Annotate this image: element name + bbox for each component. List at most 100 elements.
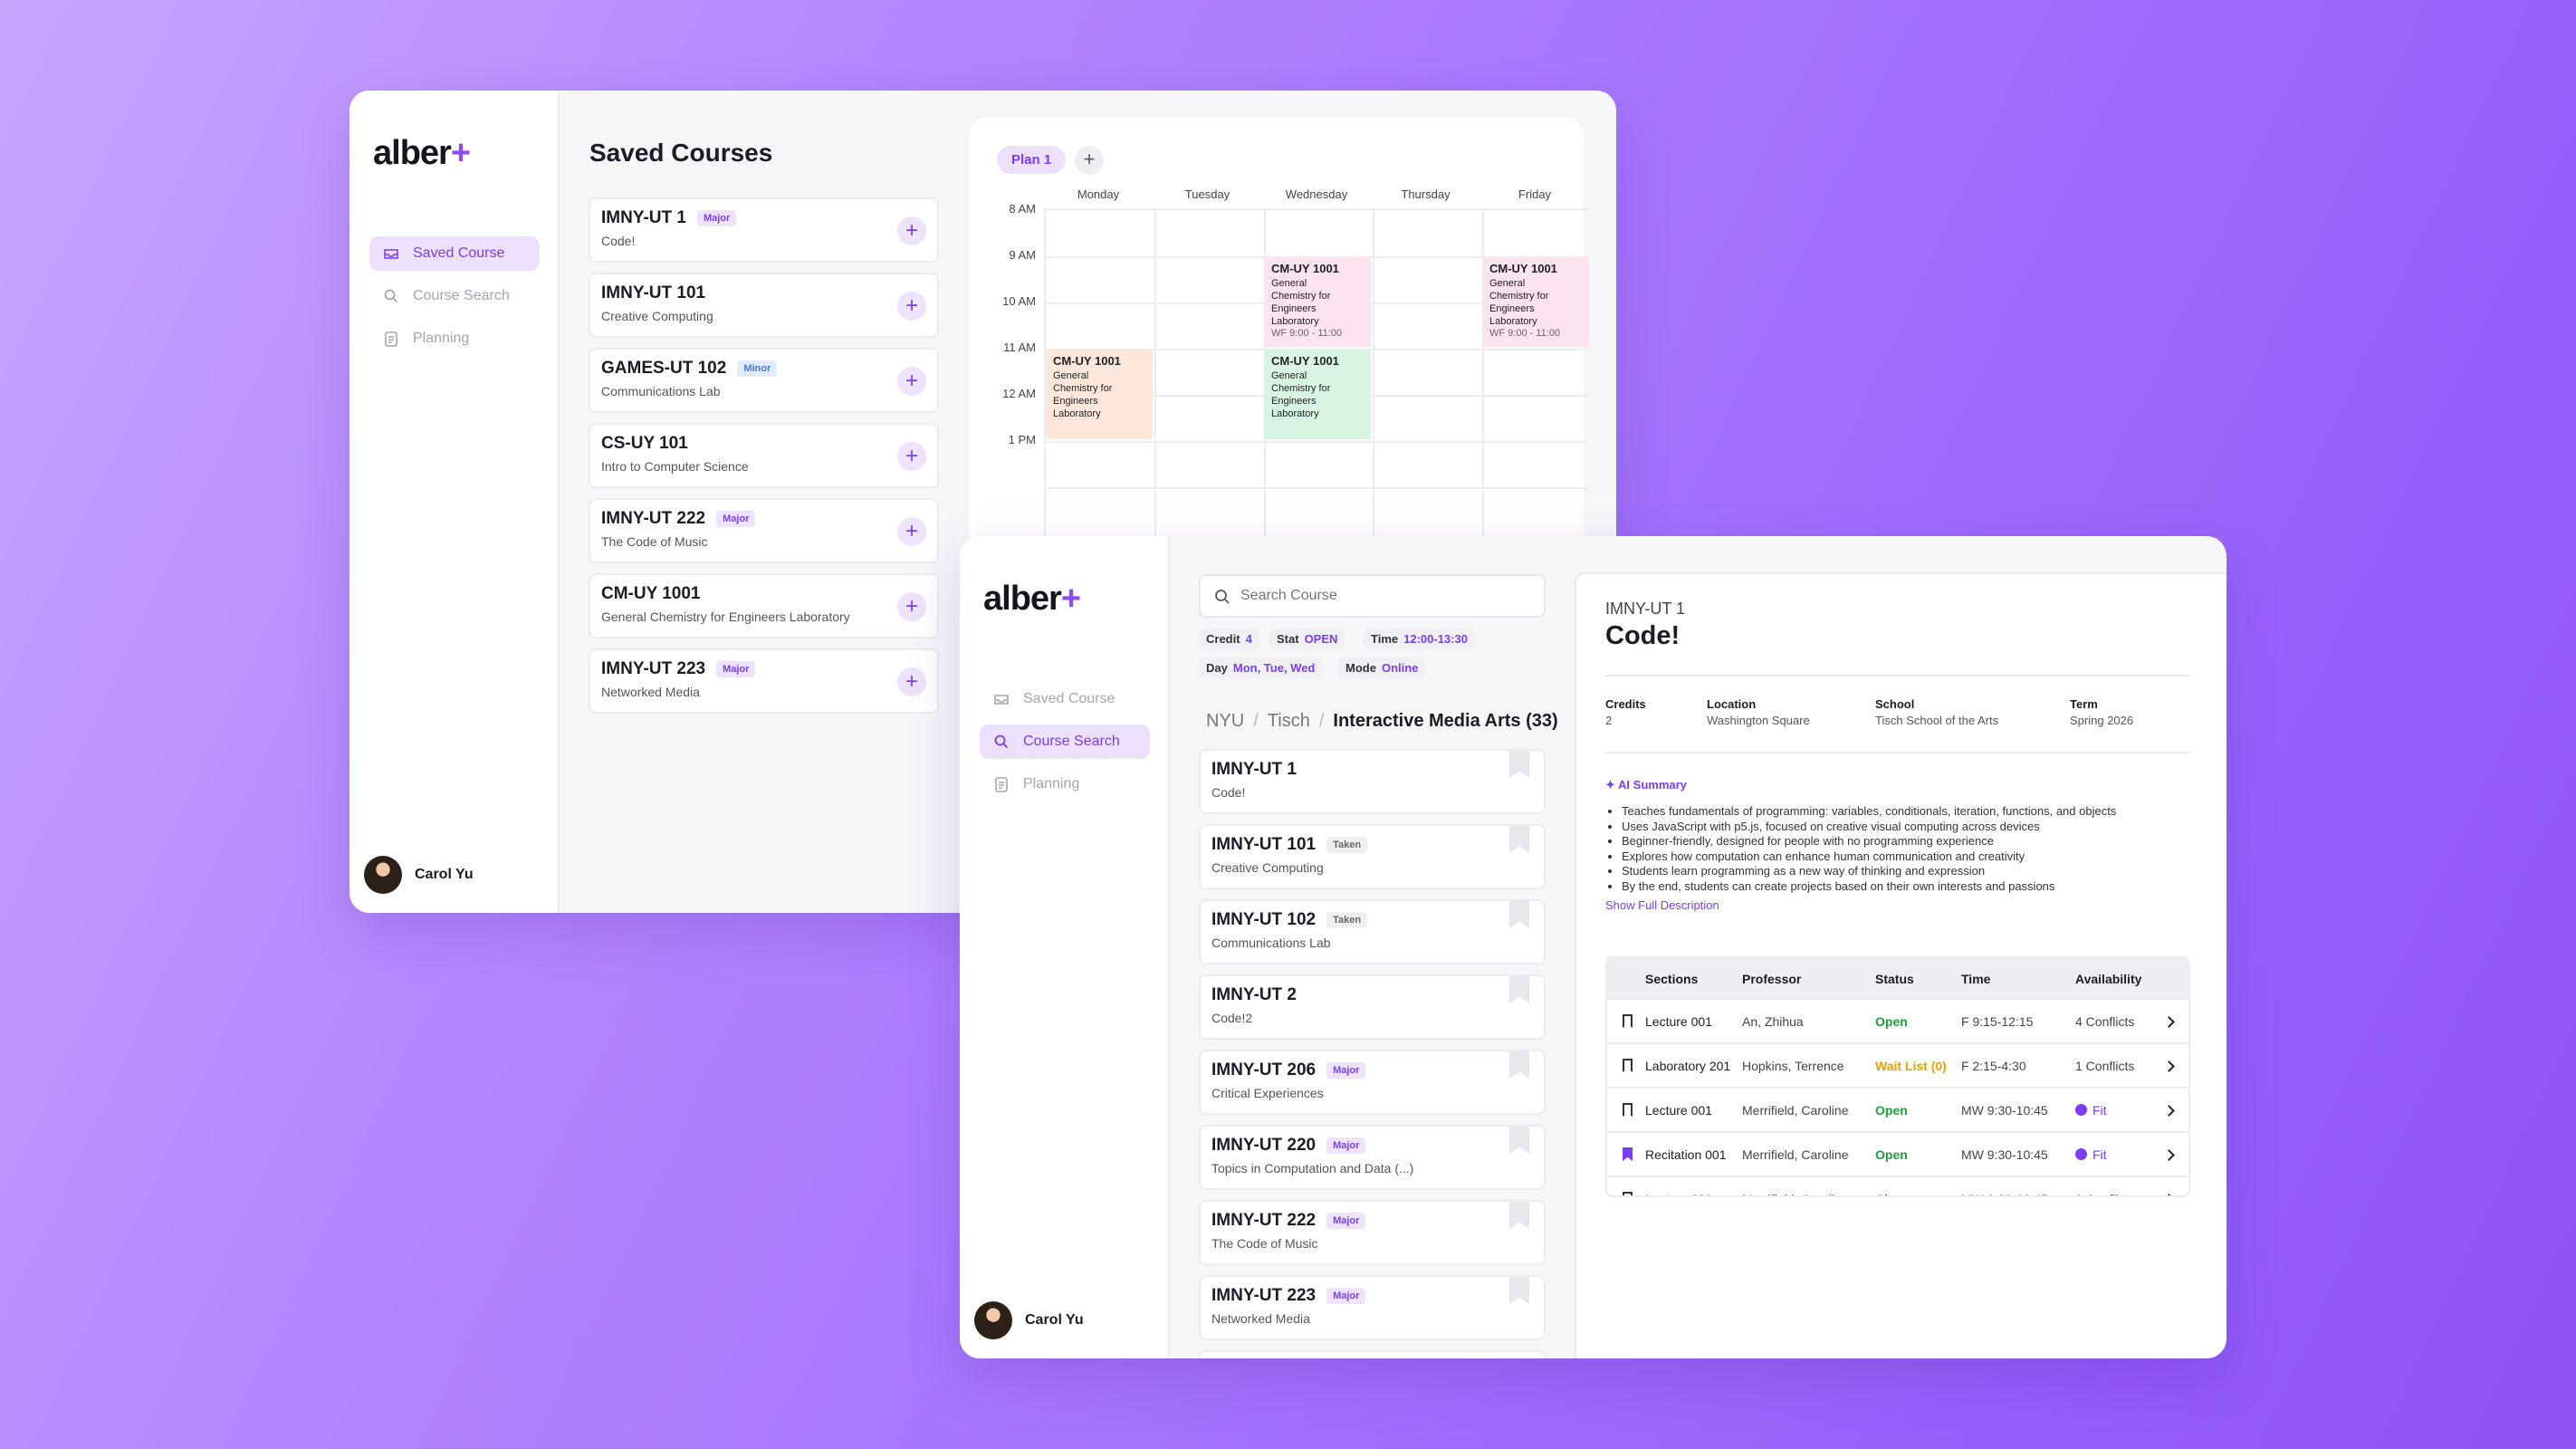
saved-course-card[interactable]: CS-UY 101 Intro to Computer Science + [589,423,939,488]
bookmark-icon[interactable] [1509,826,1529,853]
calendar-event[interactable]: CM-UY 1001 General Chemistry for Engineer… [1482,256,1589,347]
summary-item: Beginner-friendly, designed for people w… [1622,834,2116,849]
filter-chip[interactable]: Credit 4 [1199,629,1259,649]
search-input[interactable] [1240,585,1530,607]
breadcrumb-tisch[interactable]: Tisch [1267,711,1310,731]
event-name: General Chemistry for Engineers Laborato… [1271,278,1331,327]
chevron-right-icon[interactable] [2163,1149,2175,1161]
calendar-event[interactable]: CM-UY 1001 General Chemistry for Engineer… [1264,349,1371,439]
bookmark-icon[interactable] [1623,1014,1633,1028]
chevron-right-icon[interactable] [2163,1105,2175,1117]
filter-chip[interactable]: Stat OPEN [1269,629,1345,649]
bookmark-icon[interactable] [1623,1059,1633,1072]
course-name: Topics in Computation and Data (...) [1211,1161,1414,1176]
nav-saved-course[interactable]: Saved Course [369,236,540,271]
saved-course-card[interactable]: IMNY-UT 1 Major Code! + [589,197,939,263]
saved-course-card[interactable]: IMNY-UT 222 Major The Code of Music + [589,498,939,563]
bookmark-icon[interactable] [1509,1127,1529,1154]
table-row[interactable]: Lecture 001 An, Zhihua Open F 9:15-12:15 4 C… [1607,998,2188,1042]
filter-chip[interactable]: Time 12:00-13:30 [1364,629,1475,649]
search-result-card[interactable]: IMNY-UT 101 Taken Creative Computing [1199,824,1546,889]
calendar-event[interactable]: CM-UY 1001 General Chemistry for Engineer… [1046,349,1153,439]
saved-course-card[interactable]: CM-UY 1001 General Chemistry for Engineer… [589,573,939,638]
summary-item: Teaches fundamentals of programming: var… [1622,804,2116,820]
search-result-card[interactable]: IMNY-UT 222 Major The Code of Music [1199,1200,1546,1265]
add-course-button[interactable]: + [897,592,926,621]
saved-course-card[interactable]: GAMES-UT 102 Minor Communications Lab + [589,348,939,413]
course-badge: Taken [1326,837,1368,853]
saved-course-card[interactable]: IMNY-UT 101 Creative Computing + [589,273,939,338]
add-course-button[interactable]: + [897,367,926,396]
avatar [364,856,402,894]
nav-planning[interactable]: Planning [369,321,540,356]
availability: Fit [2075,1103,2107,1118]
breadcrumb-nyu[interactable]: NYU [1206,711,1245,731]
bookmark-icon[interactable] [1509,976,1529,1003]
course-code: IMNY-UT 223 [1211,1286,1317,1305]
search-result-card[interactable]: IMNY-UT 1 Code! [1199,749,1546,814]
course-name: Creative Computing [1211,860,1324,875]
table-row[interactable]: Recitation 001 Merrifield, Caroline Open MW… [1607,1131,2188,1176]
course-code: IMNY-UT 222 [1211,1211,1317,1230]
search-result-card[interactable]: IMNY-UT 102 Taken Communications Lab [1199,899,1546,964]
course-code: CM-UY 1001 [601,584,701,603]
event-code: CM-UY 1001 [1271,354,1339,368]
section-name: Lecture 001 [1645,1013,1712,1029]
nav-course-search[interactable]: Course Search [980,724,1150,759]
search-result-card[interactable]: IMNY-UT 220 Major Topics in Computation an… [1199,1125,1546,1190]
chevron-right-icon[interactable] [2163,1060,2175,1072]
table-row[interactable]: Lecture 001 Merrifield, Caroline Close MW 9… [1607,1176,2188,1195]
time-label: 10 AM [1002,294,1036,308]
nav-saved-course[interactable]: Saved Course [980,682,1150,716]
tab-plan-1[interactable]: Plan 1 [997,146,1067,174]
user-profile[interactable]: Carol Yu [364,856,474,894]
saved-course-card[interactable]: IMNY-UT 223 Major Networked Media + [589,648,939,714]
nav-planning[interactable]: Planning [980,767,1150,801]
user-profile[interactable]: Carol Yu [974,1301,1084,1339]
bookmark-icon[interactable] [1623,1103,1633,1117]
section-time: F 9:15-12:15 [1961,1013,2034,1029]
add-course-button[interactable]: + [897,292,926,321]
chevron-right-icon[interactable] [2163,1016,2175,1028]
search-box[interactable] [1199,574,1546,618]
bookmark-icon[interactable] [1509,751,1529,778]
course-code: IMNY-UT 102 [1211,910,1317,929]
search-result-card[interactable]: IMNY-UT 223 Major Networked Media [1199,1275,1546,1340]
table-row[interactable]: Laboratory 201 Hopkins, Terrence Wait List… [1607,1042,2188,1087]
clipboard-icon [995,777,1008,792]
course-badge: Major [716,511,756,527]
search-result-card[interactable]: IMNY-UT 2 Code!2 [1199,974,1546,1040]
add-course-button[interactable]: + [897,216,926,245]
table-row[interactable]: Lecture 001 Merrifield, Caroline Open MW 9:… [1607,1087,2188,1131]
search-result-card[interactable]: IMNY-UT 206 Major Critical Experiences [1199,1050,1546,1115]
detail-course-code: IMNY-UT 1 [1605,600,1686,618]
sparkle-icon: ✦ [1605,778,1615,792]
professor: An, Zhihua [1742,1013,1804,1029]
show-full-description-link[interactable]: Show Full Description [1605,898,1719,912]
filter-chip[interactable]: Mode Online [1338,657,1426,678]
bookmark-icon[interactable] [1509,1277,1529,1304]
filter-chip[interactable]: Day Mon, Tue, Wed [1199,657,1323,678]
add-plan-button[interactable]: + [1075,146,1104,175]
day-header: Tuesday [1184,187,1231,201]
nav-course-search[interactable]: Course Search [369,279,540,313]
meta-value: Washington Square [1707,714,1810,727]
course-badge: Major [1326,1137,1366,1154]
calendar-event[interactable]: CM-UY 1001 General Chemistry for Engineer… [1264,256,1371,347]
add-course-button[interactable]: + [897,517,926,546]
page-title: Saved Courses [589,139,773,167]
add-course-button[interactable]: + [897,667,926,696]
availability: 1 Conflicts [2075,1058,2135,1073]
bookmark-icon[interactable] [1623,1147,1633,1161]
time-label: 1 PM [1008,433,1036,446]
add-course-button[interactable]: + [897,442,926,471]
course-name: The Code of Music [1211,1236,1318,1251]
bookmark-icon[interactable] [1509,1202,1529,1229]
saved-courses-window: alber+ Saved Course Course Search Planni… [350,91,1616,913]
chevron-right-icon[interactable] [2163,1194,2175,1195]
bookmark-icon[interactable] [1509,1051,1529,1079]
bookmark-icon[interactable] [1509,901,1529,928]
search-result-card[interactable] [1199,1350,1546,1358]
course-code: IMNY-UT 223 [601,659,706,678]
bookmark-icon[interactable] [1623,1192,1633,1195]
